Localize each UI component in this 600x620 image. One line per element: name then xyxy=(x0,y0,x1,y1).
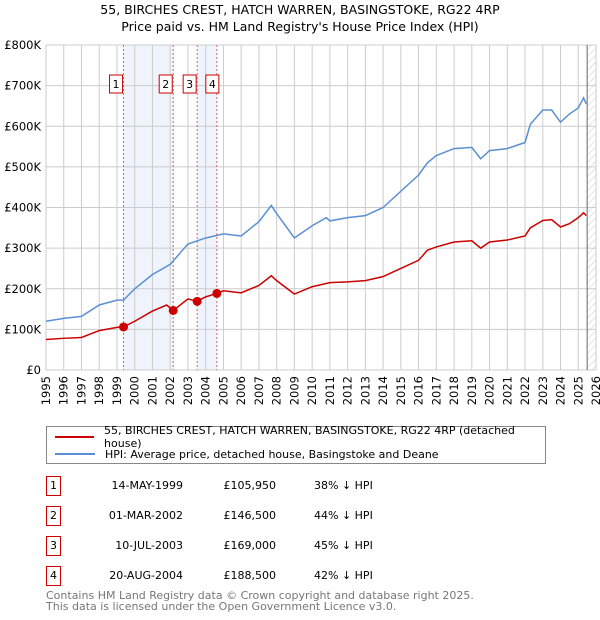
x-tick-label: 2022 xyxy=(518,376,532,405)
sale-label-box xyxy=(109,74,124,94)
y-tick-label: £700K xyxy=(4,79,41,93)
property-price-line xyxy=(45,211,587,341)
legend-label: 55, BIRCHES CREST, HATCH WARREN, BASINGS… xyxy=(104,424,515,450)
sale-hpi-diff: 44% ↓ HPI xyxy=(314,509,373,522)
x-tick-label: 2004 xyxy=(199,376,213,405)
sale-label-box xyxy=(205,74,220,94)
sale-label-1: 1 xyxy=(109,74,124,94)
legend-item-property: 55, BIRCHES CREST, HATCH WARREN, BASINGS… xyxy=(55,424,545,450)
sale-point-2 xyxy=(168,305,178,315)
y-tick-label: £0 xyxy=(26,363,41,377)
sale-price: £146,500 xyxy=(223,509,277,522)
x-tick-label: 2017 xyxy=(429,376,443,405)
x-tick-label: 2019 xyxy=(465,376,479,405)
sale-date: 01-MAR-2002 xyxy=(108,509,183,522)
x-tick-label: 2008 xyxy=(270,376,284,405)
footer: Contains HM Land Registry data © Crown c… xyxy=(46,590,474,612)
sale-number: 4 xyxy=(46,566,61,586)
y-tick-label: £200K xyxy=(4,282,41,296)
sale-date: 20-AUG-2004 xyxy=(109,569,183,582)
x-tick-label: 2006 xyxy=(234,376,248,405)
sale-hpi-diff: 45% ↓ HPI xyxy=(314,539,373,552)
sale-point-3 xyxy=(192,296,202,306)
x-tick-label: 2026 xyxy=(589,376,600,405)
sale-number: 2 xyxy=(46,506,61,526)
footer-line-1: Contains HM Land Registry data © Crown c… xyxy=(46,589,474,602)
sale-label-2: 2 xyxy=(158,74,173,94)
footer-line-2: This data is licensed under the Open Gov… xyxy=(46,600,397,613)
sale-date: 10-JUL-2003 xyxy=(115,539,183,552)
y-tick-label: £500K xyxy=(4,160,41,174)
chart-title: 55, BIRCHES CREST, HATCH WARREN, BASINGS… xyxy=(100,2,500,17)
x-tick-label: 2009 xyxy=(287,376,301,405)
y-tick-label: £100K xyxy=(4,322,41,336)
x-tick-label: 2003 xyxy=(181,376,195,405)
sale-number: 3 xyxy=(46,536,61,556)
x-tick-label: 2007 xyxy=(252,376,266,405)
x-tick-label: 2013 xyxy=(358,376,372,405)
sale-hpi-diff: 42% ↓ HPI xyxy=(314,569,373,582)
x-tick-label: 2012 xyxy=(341,376,355,405)
y-tick-label: £800K xyxy=(4,38,41,52)
sale-point-4 xyxy=(212,288,222,298)
x-tick-label: 2014 xyxy=(376,376,390,405)
legend-label: HPI: Average price, detached house, Basi… xyxy=(105,447,439,461)
x-tick-label: 2020 xyxy=(483,376,497,405)
sale-label-text: 3 xyxy=(186,78,193,91)
legend: 55, BIRCHES CREST, HATCH WARREN, BASINGS… xyxy=(46,424,546,464)
y-tick-label: £400K xyxy=(4,201,41,215)
sale-label-text: 4 xyxy=(209,78,216,91)
x-tick-label: 2011 xyxy=(323,376,337,405)
x-tick-label: 2002 xyxy=(163,376,177,405)
sale-price: £169,000 xyxy=(223,539,277,552)
plot-frame xyxy=(45,44,597,371)
plot-area: 1995 1996 1997 1998 1999 2000 2001 2002 2003 2004… xyxy=(4,38,600,405)
legend-item-hpi: HPI: Average price, detached house, Basi… xyxy=(55,446,439,462)
sale-label-3: 3 xyxy=(182,74,197,94)
x-tick-label: 2018 xyxy=(447,376,461,405)
sale-label-text: 1 xyxy=(113,78,120,91)
sale-price: £105,950 xyxy=(223,479,277,492)
x-tick-label: 1996 xyxy=(57,376,71,405)
sale-price: £188,500 xyxy=(223,569,277,582)
sale-label-text: 2 xyxy=(162,78,169,91)
x-tick-label: 2021 xyxy=(500,376,514,405)
sale-label-4: 4 xyxy=(205,74,220,94)
x-tick-label: 1995 xyxy=(39,376,53,405)
y-tick-label: £300K xyxy=(4,241,41,255)
x-tick-label: 2010 xyxy=(305,376,319,405)
sale-point-1 xyxy=(119,322,129,332)
sale-date: 14-MAY-1999 xyxy=(111,479,183,492)
hpi-line xyxy=(45,96,587,322)
x-tick-label: 1997 xyxy=(74,376,88,405)
sale-label-box xyxy=(158,74,173,94)
x-tick-label: 2015 xyxy=(394,376,408,405)
chart-subtitle: Price paid vs. HM Land Registry's House … xyxy=(121,19,479,34)
x-tick-label: 2024 xyxy=(554,376,568,405)
x-tick-label: 1999 xyxy=(110,376,124,405)
sale-label-box xyxy=(182,74,197,94)
x-tick-label: 2016 xyxy=(412,376,426,405)
x-tick-label: 2023 xyxy=(536,376,550,405)
x-tick-label: 2005 xyxy=(216,376,230,405)
x-tick-label: 2001 xyxy=(145,376,159,405)
x-tick-label: 2000 xyxy=(128,376,142,405)
sale-number: 1 xyxy=(46,476,61,496)
x-tick-label: 1998 xyxy=(92,376,106,405)
sale-hpi-diff: 38% ↓ HPI xyxy=(314,479,373,492)
x-tick-label: 2025 xyxy=(571,376,585,405)
y-tick-label: £600K xyxy=(4,119,41,133)
